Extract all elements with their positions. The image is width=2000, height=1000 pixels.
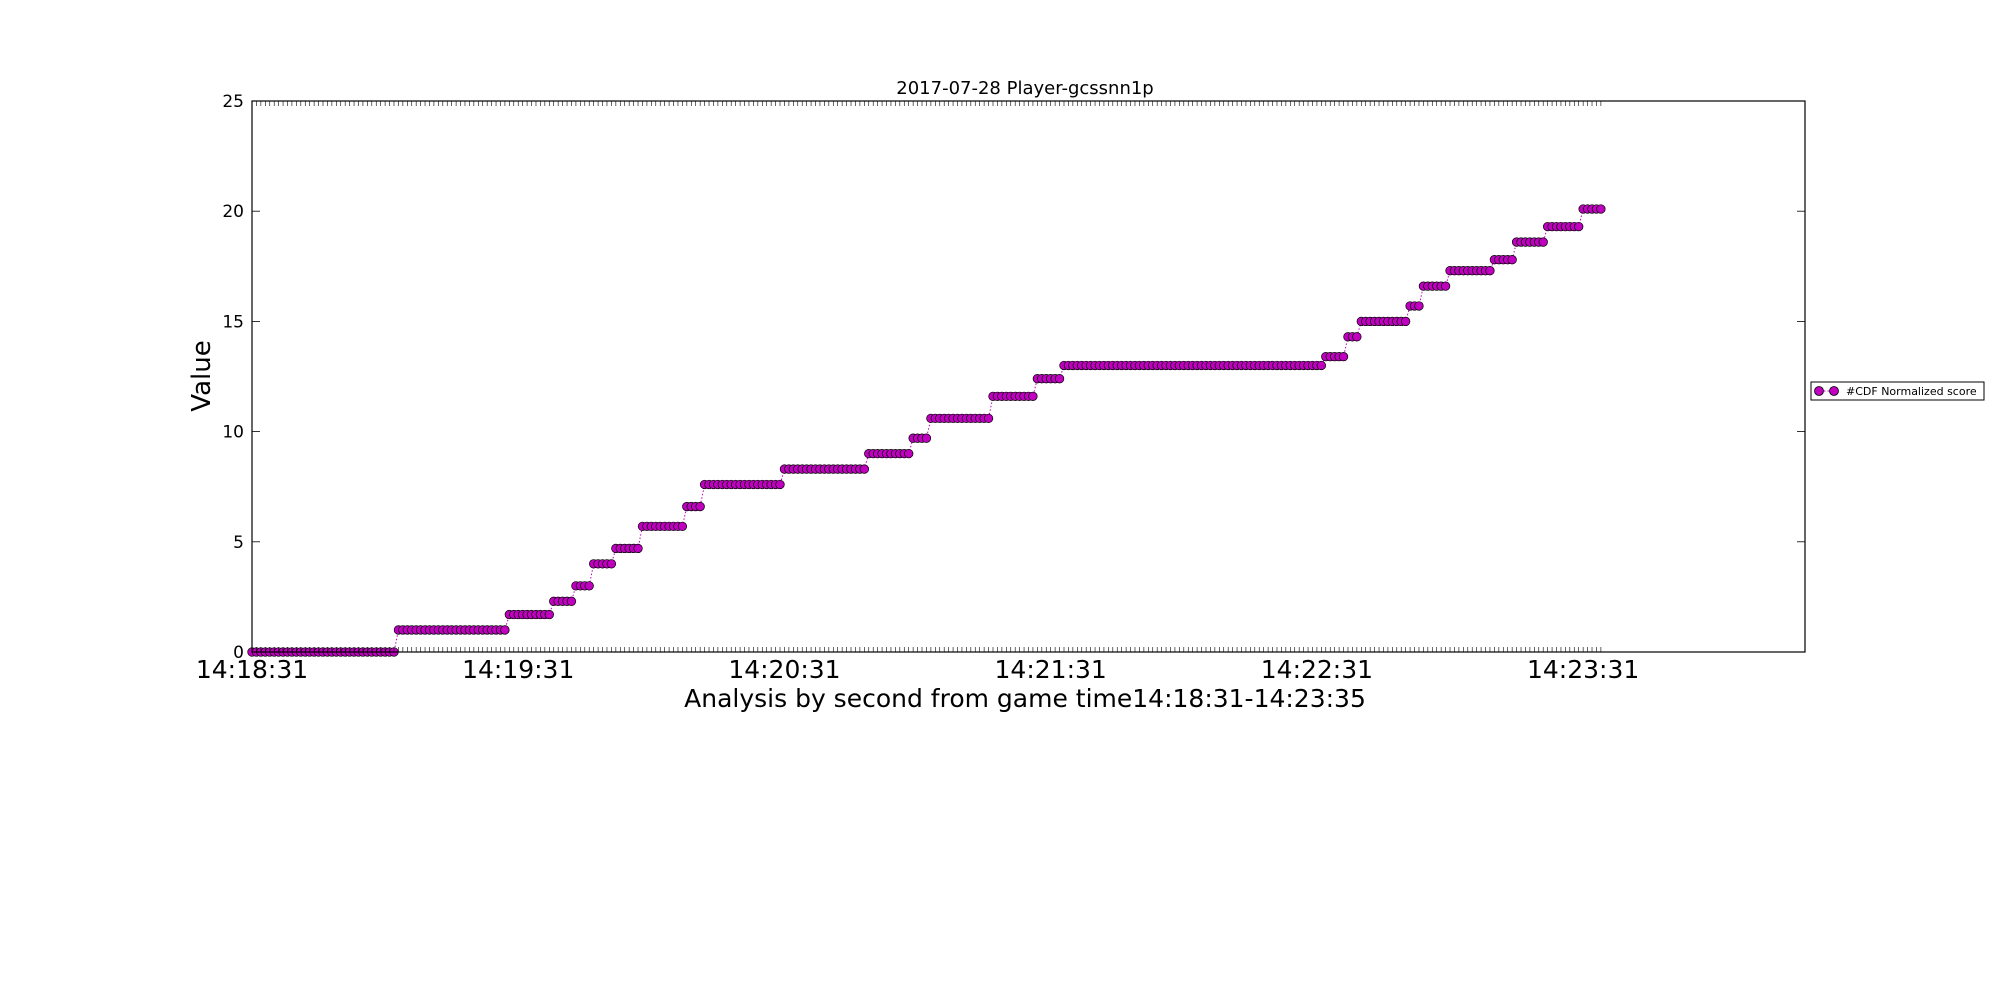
data-point bbox=[677, 521, 688, 532]
data-point bbox=[1485, 266, 1495, 276]
y-axis-label: Value bbox=[187, 340, 217, 411]
data-point bbox=[1440, 281, 1451, 291]
series-line bbox=[252, 208, 1601, 653]
data-point bbox=[695, 501, 705, 512]
data-point bbox=[1538, 237, 1548, 247]
y-tick-label: 10 bbox=[222, 423, 244, 443]
data-point bbox=[983, 413, 994, 424]
x-tick-label: 14:19:31 bbox=[462, 655, 574, 684]
y-tick-label: 25 bbox=[222, 92, 244, 112]
legend-entry-label: #CDF Normalized score bbox=[1846, 385, 1977, 398]
legend-box bbox=[1810, 381, 1985, 401]
data-point bbox=[859, 464, 869, 474]
data-point bbox=[775, 479, 785, 490]
data-point bbox=[544, 609, 554, 620]
data-point bbox=[1338, 352, 1349, 362]
data-point bbox=[1352, 332, 1362, 342]
data-point bbox=[1414, 301, 1424, 311]
legend: #CDF Normalized score bbox=[1810, 381, 1985, 401]
y-tick-label: 20 bbox=[222, 202, 244, 222]
data-point bbox=[584, 581, 594, 591]
data-point bbox=[500, 625, 510, 635]
data-point bbox=[1596, 204, 1606, 214]
data-point bbox=[1028, 391, 1038, 401]
data-point bbox=[1574, 221, 1584, 232]
data-point bbox=[566, 596, 577, 606]
data-point bbox=[904, 448, 914, 459]
x-tick-label: 14:18:31 bbox=[196, 655, 308, 684]
data-point bbox=[921, 433, 932, 443]
legend-marker-right bbox=[1829, 386, 1839, 396]
x-tick-label: 14:22:31 bbox=[1261, 655, 1373, 684]
y-tick-label: 15 bbox=[222, 312, 244, 332]
x-tick-label: 14:23:31 bbox=[1527, 655, 1639, 684]
y-tick-label: 0 bbox=[233, 643, 244, 663]
legend-marker-left bbox=[1814, 386, 1824, 396]
plot-area-frame bbox=[251, 100, 1806, 653]
data-point bbox=[633, 543, 643, 554]
x-tick-label: 14:20:31 bbox=[728, 655, 840, 684]
data-point bbox=[606, 559, 617, 569]
x-axis-label: Analysis by second from game time14:18:3… bbox=[684, 684, 1366, 713]
chart-title: 2017-07-28 Player-gcssnn1p bbox=[896, 78, 1153, 99]
chart-marks bbox=[247, 204, 1606, 657]
data-point bbox=[1054, 374, 1065, 384]
y-tick-label: 5 bbox=[233, 533, 244, 553]
x-tick-label: 14:21:31 bbox=[995, 655, 1107, 684]
axis-ticks: 14:18:31 14:19:31 14:20:31 14:21:31 14:22:31… bbox=[196, 92, 1805, 684]
data-point bbox=[1316, 360, 1326, 371]
data-point bbox=[1507, 255, 1517, 265]
data-point bbox=[1401, 316, 1411, 327]
